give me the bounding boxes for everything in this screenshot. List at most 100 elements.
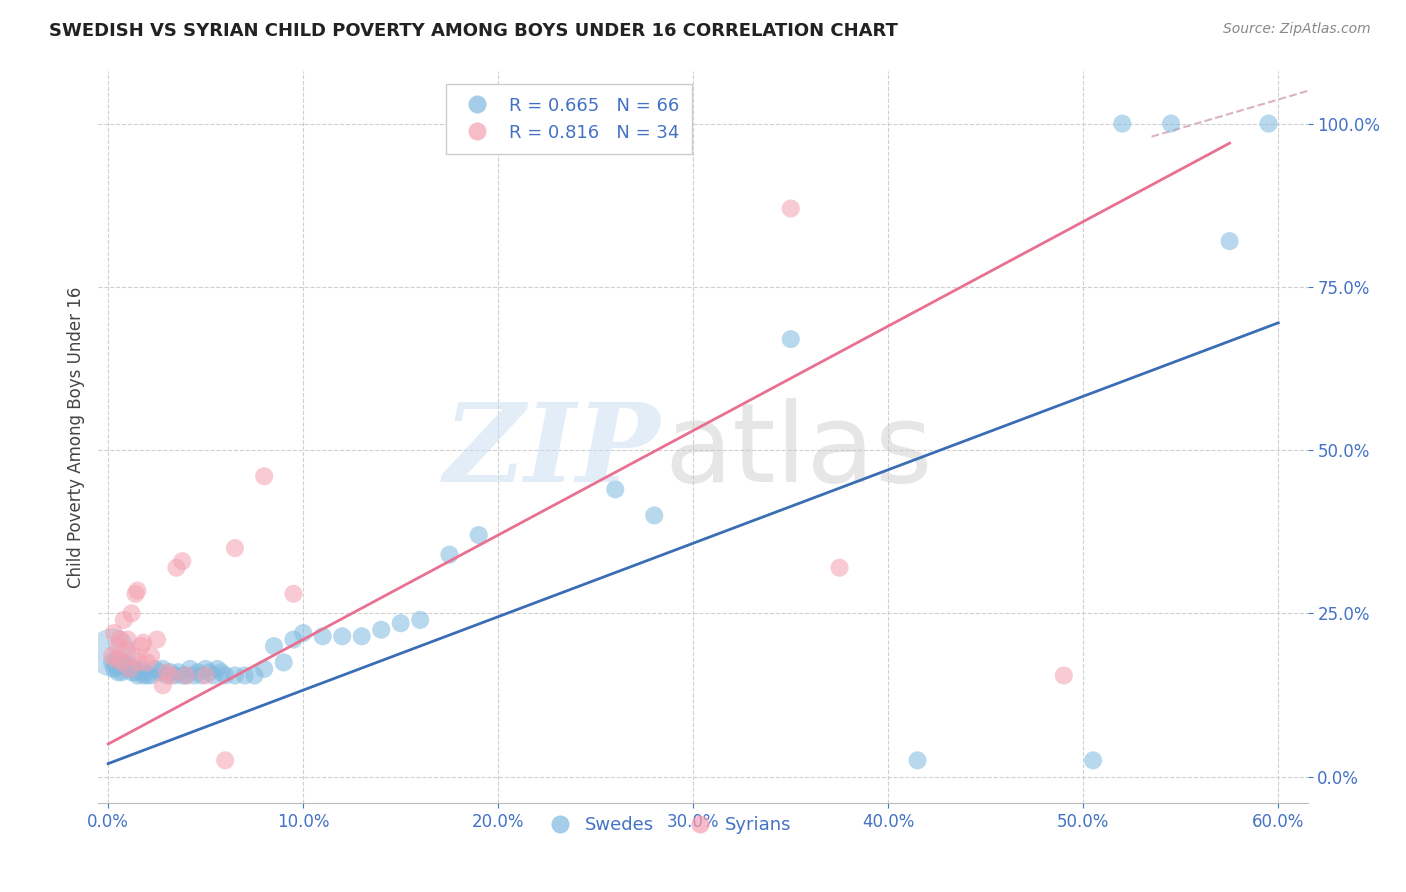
Point: [114, 642, 136, 657]
Point: [253, 469, 276, 483]
Point: [179, 662, 201, 676]
Point: [330, 629, 353, 643]
Point: [121, 607, 143, 621]
Point: [122, 662, 145, 676]
Point: [131, 639, 153, 653]
Point: [187, 665, 209, 680]
Point: [108, 656, 131, 670]
Point: [111, 665, 134, 680]
Point: [128, 662, 150, 676]
Point: [167, 665, 190, 680]
Point: [108, 632, 131, 647]
Y-axis label: Child Poverty Among Boys Under 16: Child Poverty Among Boys Under 16: [66, 286, 84, 588]
Point: [117, 632, 139, 647]
Point: [194, 668, 217, 682]
Point: [139, 668, 162, 682]
Point: [112, 613, 135, 627]
Point: [136, 668, 159, 682]
Point: [191, 668, 214, 682]
Point: [389, 616, 412, 631]
Point: [1160, 117, 1182, 131]
Point: [104, 658, 127, 673]
Point: [828, 560, 851, 574]
Point: [121, 665, 143, 680]
Point: [132, 636, 155, 650]
Point: [103, 626, 125, 640]
Point: [165, 560, 187, 574]
Point: [163, 668, 186, 682]
Point: [409, 613, 432, 627]
Point: [174, 668, 197, 682]
Point: [148, 665, 170, 680]
Point: [214, 753, 236, 767]
Point: [103, 662, 125, 676]
Point: [198, 665, 221, 680]
Point: [156, 665, 179, 680]
Point: [273, 656, 295, 670]
Point: [127, 583, 149, 598]
Point: [172, 668, 194, 682]
Point: [152, 662, 174, 676]
Point: [243, 668, 266, 682]
Point: [107, 665, 129, 680]
Point: [101, 648, 124, 663]
Point: [605, 483, 627, 497]
Text: ZIP: ZIP: [444, 398, 661, 506]
Point: [107, 639, 129, 653]
Point: [107, 652, 129, 666]
Text: SWEDISH VS SYRIAN CHILD POVERTY AMONG BOYS UNDER 16 CORRELATION CHART: SWEDISH VS SYRIAN CHILD POVERTY AMONG BO…: [49, 22, 898, 40]
Point: [122, 648, 145, 663]
Point: [111, 656, 134, 670]
Point: [136, 656, 159, 670]
Point: [312, 629, 335, 643]
Point: [146, 632, 169, 647]
Text: Source: ZipAtlas.com: Source: ZipAtlas.com: [1223, 22, 1371, 37]
Point: [643, 508, 665, 523]
Point: [467, 528, 489, 542]
Point: [139, 648, 162, 663]
Point: [183, 668, 205, 682]
Point: [159, 665, 181, 680]
Point: [907, 753, 929, 767]
Point: [370, 623, 392, 637]
Point: [143, 662, 166, 676]
Point: [209, 665, 232, 680]
Point: [207, 662, 229, 676]
Point: [127, 668, 149, 682]
Point: [174, 668, 197, 682]
Point: [124, 587, 146, 601]
Point: [233, 668, 256, 682]
Point: [159, 668, 181, 682]
Point: [283, 587, 305, 601]
Point: [131, 665, 153, 680]
Point: [101, 656, 124, 670]
Point: [132, 668, 155, 682]
Point: [1219, 234, 1241, 248]
Point: [292, 626, 315, 640]
Point: [134, 665, 156, 680]
Point: [118, 658, 141, 673]
Point: [214, 668, 236, 682]
Point: [202, 668, 225, 682]
Point: [118, 662, 141, 676]
Point: [114, 658, 136, 673]
Point: [439, 548, 461, 562]
Point: [101, 646, 124, 660]
Point: [124, 665, 146, 680]
Point: [112, 656, 135, 670]
Point: [253, 662, 276, 676]
Point: [104, 652, 127, 666]
Point: [779, 332, 801, 346]
Point: [224, 541, 246, 555]
Point: [263, 639, 285, 653]
Point: [1257, 117, 1279, 131]
Point: [152, 678, 174, 692]
Point: [128, 656, 150, 670]
Point: [350, 629, 373, 643]
Point: [117, 662, 139, 676]
Point: [194, 662, 217, 676]
Point: [1053, 668, 1076, 682]
Text: atlas: atlas: [664, 398, 932, 505]
Point: [111, 658, 134, 673]
Point: [1081, 753, 1104, 767]
